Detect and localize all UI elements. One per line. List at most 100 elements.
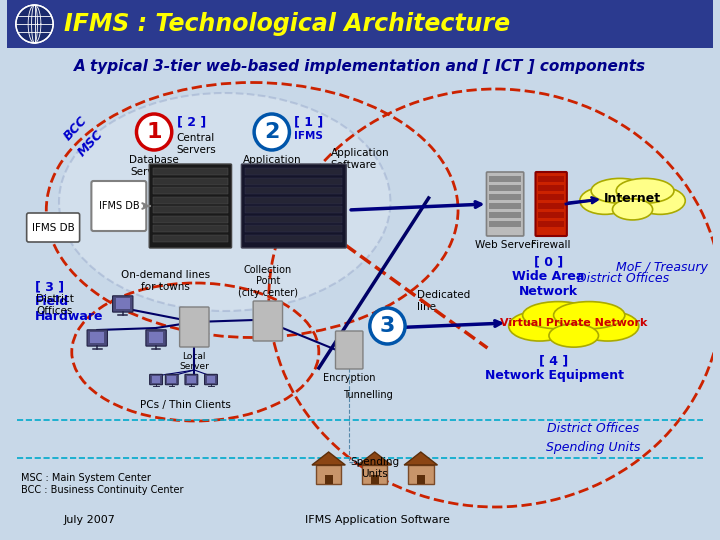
FancyBboxPatch shape (539, 185, 564, 191)
FancyBboxPatch shape (362, 465, 387, 484)
FancyBboxPatch shape (153, 178, 228, 185)
FancyBboxPatch shape (325, 475, 333, 484)
FancyBboxPatch shape (149, 332, 163, 343)
FancyBboxPatch shape (490, 221, 521, 227)
Text: 1: 1 (146, 122, 162, 142)
Ellipse shape (635, 187, 685, 214)
FancyBboxPatch shape (150, 374, 163, 384)
Text: [ 1 ]: [ 1 ] (294, 116, 323, 129)
FancyBboxPatch shape (417, 475, 425, 484)
Text: Central
Servers: Central Servers (176, 133, 217, 154)
Polygon shape (312, 452, 346, 465)
FancyBboxPatch shape (185, 374, 198, 384)
FancyBboxPatch shape (153, 197, 228, 204)
Text: Encryption: Encryption (323, 373, 375, 383)
Ellipse shape (580, 187, 630, 214)
Text: July 2007: July 2007 (64, 515, 116, 525)
FancyBboxPatch shape (490, 203, 521, 209)
FancyBboxPatch shape (146, 330, 166, 346)
FancyBboxPatch shape (536, 172, 567, 236)
FancyBboxPatch shape (91, 181, 146, 231)
Ellipse shape (600, 181, 665, 213)
FancyBboxPatch shape (539, 212, 564, 218)
Ellipse shape (577, 311, 639, 341)
Text: Spending Units: Spending Units (546, 442, 641, 455)
Text: Internet: Internet (604, 192, 661, 205)
Text: IFMS DB: IFMS DB (32, 223, 74, 233)
FancyBboxPatch shape (246, 168, 342, 175)
FancyBboxPatch shape (187, 376, 196, 382)
FancyBboxPatch shape (27, 213, 80, 242)
Text: A typical 3-tier web-based implementation and [ ICT ] components: A typical 3-tier web-based implementatio… (74, 59, 646, 75)
FancyBboxPatch shape (490, 212, 521, 218)
FancyBboxPatch shape (336, 331, 363, 369)
Text: Dedicated
line: Dedicated line (417, 291, 470, 312)
Text: Local
Server: Local Server (179, 352, 210, 372)
Text: Application
Servers: Application Servers (243, 155, 301, 177)
FancyBboxPatch shape (112, 296, 133, 312)
Ellipse shape (59, 93, 390, 311)
FancyBboxPatch shape (246, 234, 342, 241)
Text: District
Offices: District Offices (37, 294, 74, 315)
Text: 3: 3 (379, 316, 395, 336)
FancyBboxPatch shape (539, 176, 564, 182)
Text: 2: 2 (264, 122, 279, 142)
FancyBboxPatch shape (179, 307, 209, 347)
Text: [ 0 ]
Wide Area
Network: [ 0 ] Wide Area Network (512, 255, 585, 298)
Ellipse shape (616, 178, 674, 203)
Text: Database
Server(s): Database Server(s) (130, 155, 179, 177)
Polygon shape (7, 0, 713, 48)
Ellipse shape (549, 324, 598, 347)
Text: On-demand lines
for towns: On-demand lines for towns (122, 271, 210, 292)
Text: BCC : Business Continuity Center: BCC : Business Continuity Center (21, 485, 184, 495)
FancyBboxPatch shape (246, 178, 342, 185)
Text: Tunnelling: Tunnelling (343, 390, 392, 400)
FancyBboxPatch shape (153, 187, 228, 194)
Text: Application
Software: Application Software (330, 148, 390, 170)
Polygon shape (404, 452, 438, 465)
FancyBboxPatch shape (153, 215, 228, 222)
FancyBboxPatch shape (149, 164, 232, 248)
Circle shape (254, 114, 289, 150)
Ellipse shape (613, 199, 652, 220)
FancyBboxPatch shape (487, 172, 523, 236)
FancyBboxPatch shape (253, 301, 282, 341)
Text: Virtual Private Network: Virtual Private Network (500, 318, 647, 328)
FancyBboxPatch shape (490, 185, 521, 191)
FancyBboxPatch shape (490, 194, 521, 200)
FancyBboxPatch shape (316, 465, 341, 484)
FancyBboxPatch shape (153, 168, 228, 175)
Text: Collection
Point
(city center): Collection Point (city center) (238, 265, 298, 298)
Text: Web Server: Web Server (475, 240, 535, 250)
Ellipse shape (591, 178, 649, 203)
Text: IFMS DB: IFMS DB (99, 201, 139, 211)
FancyBboxPatch shape (408, 465, 433, 484)
FancyBboxPatch shape (152, 376, 161, 382)
Text: [ 2 ]: [ 2 ] (176, 116, 206, 129)
FancyBboxPatch shape (153, 234, 228, 241)
Ellipse shape (508, 311, 571, 341)
Text: District Offices: District Offices (547, 422, 639, 435)
FancyBboxPatch shape (166, 374, 178, 384)
Text: MoF / Treasury: MoF / Treasury (616, 261, 708, 274)
Text: Firewall: Firewall (531, 240, 571, 250)
Text: BCC: BCC (61, 113, 90, 143)
FancyBboxPatch shape (246, 197, 342, 204)
Ellipse shape (554, 302, 625, 329)
Text: MSC: MSC (75, 127, 106, 159)
Ellipse shape (523, 302, 594, 329)
FancyBboxPatch shape (207, 376, 215, 382)
FancyBboxPatch shape (204, 374, 217, 384)
Ellipse shape (534, 305, 614, 340)
FancyBboxPatch shape (371, 475, 379, 484)
FancyBboxPatch shape (246, 215, 342, 222)
FancyBboxPatch shape (539, 221, 564, 227)
Text: IFMS: IFMS (294, 131, 323, 141)
FancyBboxPatch shape (539, 203, 564, 209)
FancyBboxPatch shape (246, 206, 342, 213)
Circle shape (16, 5, 53, 43)
FancyBboxPatch shape (539, 194, 564, 200)
FancyBboxPatch shape (116, 298, 130, 309)
FancyBboxPatch shape (90, 332, 104, 343)
Text: [ 3 ]
Field
Hardware: [ 3 ] Field Hardware (35, 280, 103, 323)
